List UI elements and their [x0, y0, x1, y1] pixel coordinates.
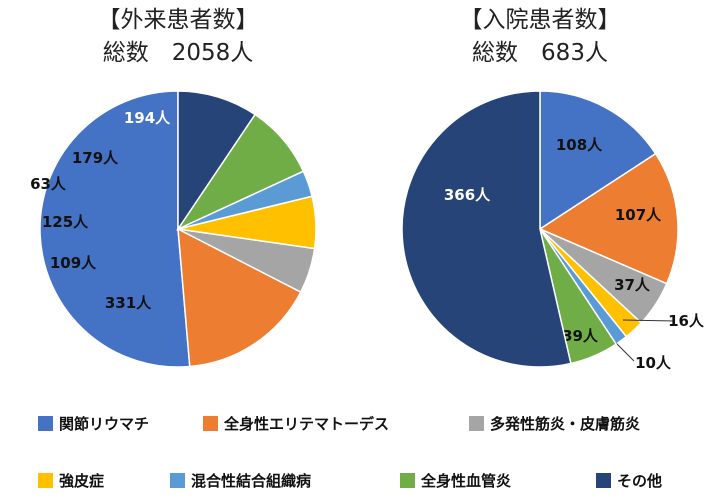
inpatient-slice-ra [539, 90, 657, 231]
inpatient-slice-other [401, 90, 572, 368]
outpatient-data-label-ssc: 125人 [42, 213, 89, 231]
inpatient-pie: 108人 107人 37人 16人 10人 39人 366人 [401, 90, 705, 372]
legend-label-ra: 関節リウマチ [59, 415, 149, 433]
outpatient-slice-ra [39, 90, 191, 368]
outpatient-chart-subtitle: 総数 2058人 [103, 40, 254, 66]
legend-swatch-sle [203, 416, 218, 431]
outpatient-data-label-sle: 331人 [105, 294, 152, 312]
outpatient-data-label-other: 194人 [124, 109, 171, 127]
legend-label-other: その他 [617, 472, 662, 490]
legend-swatch-ssc [38, 473, 53, 488]
inpatient-data-label-vasculitis: 39人 [562, 327, 599, 345]
legend-swatch-pm-dm [469, 416, 484, 431]
outpatient-data-label-vasculitis: 179人 [72, 149, 119, 167]
inpatient-chart-subtitle: 総数 683人 [472, 40, 608, 66]
legend-label-ssc: 強皮症 [59, 472, 104, 490]
inpatient-slice-sle [538, 152, 679, 285]
legend-swatch-mctd [170, 473, 185, 488]
outpatient-slice-sle [177, 227, 302, 368]
legend-label-pm-dm: 多発性筋炎・皮膚筋炎 [490, 415, 640, 433]
outpatient-pie: 1057人331人109人125人63人179人194人 [30, 90, 317, 368]
inpatient-data-label-ra: 108人 [556, 136, 603, 154]
legend-swatch-other [596, 473, 611, 488]
inpatient-data-label-other: 366人 [444, 186, 491, 204]
inpatient-data-label-mctd: 10人 [635, 354, 672, 372]
legend-label-sle: 全身性エリテマトーデス [223, 415, 389, 433]
inpatient-leader-line-ssc [622, 319, 676, 322]
outpatient-data-label-mctd: 63人 [30, 175, 67, 193]
inpatient-chart-title: 【入院患者数】 [460, 7, 621, 33]
inpatient-data-label-pm-dm: 37人 [614, 276, 651, 294]
legend-label-vasculitis: 全身性血管炎 [420, 472, 511, 490]
outpatient-slice-other [177, 90, 257, 232]
inpatient-data-label-sle: 107人 [615, 206, 662, 224]
legend-swatch-vasculitis [400, 473, 415, 488]
inpatient-data-label-ssc: 16人 [668, 312, 705, 330]
outpatient-data-label-pm-dm: 109人 [50, 254, 97, 272]
outpatient-chart-title: 【外来患者数】 [98, 7, 259, 33]
legend-label-mctd: 混合性結合組織病 [191, 472, 311, 490]
legend-swatch-ra [38, 416, 53, 431]
